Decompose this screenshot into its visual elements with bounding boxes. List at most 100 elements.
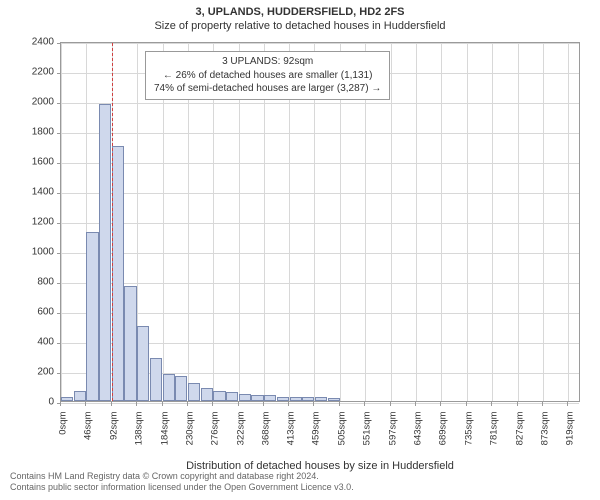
histogram-bar — [264, 395, 276, 401]
x-tick-mark — [187, 402, 188, 406]
y-tick-label: 2200 — [14, 67, 54, 78]
gridline-horizontal — [61, 193, 579, 194]
y-tick-label: 1600 — [14, 157, 54, 168]
histogram-bar — [201, 388, 213, 402]
gridline-vertical — [467, 43, 468, 401]
gridline-horizontal — [61, 283, 579, 284]
chart-area: Number of detached properties 3 UPLANDS:… — [60, 42, 580, 402]
gridline-vertical — [518, 43, 519, 401]
x-tick-label: 230sqm — [184, 412, 195, 462]
x-tick-mark — [517, 402, 518, 406]
x-tick-mark — [313, 402, 314, 406]
x-tick-mark — [60, 402, 61, 406]
footer-line-1: Contains HM Land Registry data © Crown c… — [10, 471, 354, 483]
y-tick-label: 1800 — [14, 127, 54, 138]
y-tick-label: 0 — [14, 397, 54, 408]
x-tick-label: 689sqm — [438, 412, 449, 462]
annotation-box: 3 UPLANDS: 92sqm← 26% of detached houses… — [145, 51, 390, 100]
gridline-vertical — [492, 43, 493, 401]
gridline-horizontal — [61, 403, 579, 404]
histogram-bar — [251, 395, 263, 401]
histogram-bar — [328, 398, 340, 401]
highlight-line — [112, 43, 113, 401]
histogram-bar — [99, 104, 111, 401]
gridline-vertical — [441, 43, 442, 401]
histogram-bar — [74, 391, 86, 402]
histogram-bar — [226, 392, 238, 401]
x-tick-mark — [288, 402, 289, 406]
histogram-bar — [150, 358, 162, 402]
x-tick-mark — [162, 402, 163, 406]
x-tick-label: 276sqm — [210, 412, 221, 462]
gridline-horizontal — [61, 313, 579, 314]
footer-attribution: Contains HM Land Registry data © Crown c… — [10, 471, 354, 494]
gridline-vertical — [568, 43, 569, 401]
histogram-bar — [188, 383, 200, 401]
histogram-bar — [86, 232, 98, 402]
x-tick-label: 919sqm — [565, 412, 576, 462]
x-tick-mark — [111, 402, 112, 406]
x-tick-label: 735sqm — [463, 412, 474, 462]
histogram-bar — [61, 397, 73, 402]
x-tick-label: 597sqm — [387, 412, 398, 462]
x-tick-mark — [390, 402, 391, 406]
y-tick-label: 2000 — [14, 97, 54, 108]
footer-line-2: Contains public sector information licen… — [10, 482, 354, 494]
x-tick-label: 138sqm — [134, 412, 145, 462]
x-tick-mark — [415, 402, 416, 406]
histogram-bar — [175, 376, 187, 402]
histogram-bar — [163, 374, 175, 401]
x-tick-label: 827sqm — [514, 412, 525, 462]
chart-super-title: 3, UPLANDS, HUDDERSFIELD, HD2 2FS — [0, 0, 600, 18]
x-tick-label: 184sqm — [159, 412, 170, 462]
x-tick-mark — [339, 402, 340, 406]
x-tick-label: 368sqm — [261, 412, 272, 462]
x-tick-label: 459sqm — [311, 412, 322, 462]
x-tick-mark — [466, 402, 467, 406]
x-tick-mark — [263, 402, 264, 406]
gridline-horizontal — [61, 43, 579, 44]
gridline-horizontal — [61, 133, 579, 134]
histogram-bar — [239, 394, 251, 402]
chart-sub-title: Size of property relative to detached ho… — [0, 18, 600, 32]
histogram-bar — [302, 397, 314, 402]
histogram-bar — [315, 397, 327, 402]
x-tick-label: 643sqm — [412, 412, 423, 462]
y-tick-label: 2400 — [14, 37, 54, 48]
histogram-bar — [137, 326, 149, 401]
x-tick-label: 781sqm — [489, 412, 500, 462]
y-tick-label: 200 — [14, 367, 54, 378]
x-tick-mark — [85, 402, 86, 406]
histogram-bar — [213, 391, 225, 402]
x-tick-mark — [212, 402, 213, 406]
y-tick-label: 1400 — [14, 187, 54, 198]
x-tick-mark — [567, 402, 568, 406]
histogram-bar — [277, 397, 289, 402]
gridline-horizontal — [61, 103, 579, 104]
x-tick-mark — [440, 402, 441, 406]
y-tick-label: 1200 — [14, 217, 54, 228]
x-tick-label: 413sqm — [285, 412, 296, 462]
y-tick-label: 400 — [14, 337, 54, 348]
histogram-bar — [124, 286, 136, 402]
x-tick-label: 322sqm — [235, 412, 246, 462]
gridline-vertical — [61, 43, 62, 401]
x-tick-mark — [238, 402, 239, 406]
x-tick-label: 873sqm — [539, 412, 550, 462]
y-tick-label: 1000 — [14, 247, 54, 258]
x-tick-label: 92sqm — [108, 412, 119, 462]
x-tick-mark — [136, 402, 137, 406]
x-tick-label: 505sqm — [336, 412, 347, 462]
x-tick-mark — [491, 402, 492, 406]
x-tick-mark — [364, 402, 365, 406]
annotation-line: 3 UPLANDS: 92sqm — [154, 55, 381, 69]
gridline-vertical — [543, 43, 544, 401]
annotation-line: ← 26% of detached houses are smaller (1,… — [154, 69, 381, 83]
gridline-vertical — [391, 43, 392, 401]
y-tick-label: 600 — [14, 307, 54, 318]
x-tick-label: 0sqm — [58, 412, 69, 462]
histogram-bar — [290, 397, 302, 402]
gridline-horizontal — [61, 223, 579, 224]
annotation-line: 74% of semi-detached houses are larger (… — [154, 82, 381, 96]
gridline-horizontal — [61, 253, 579, 254]
